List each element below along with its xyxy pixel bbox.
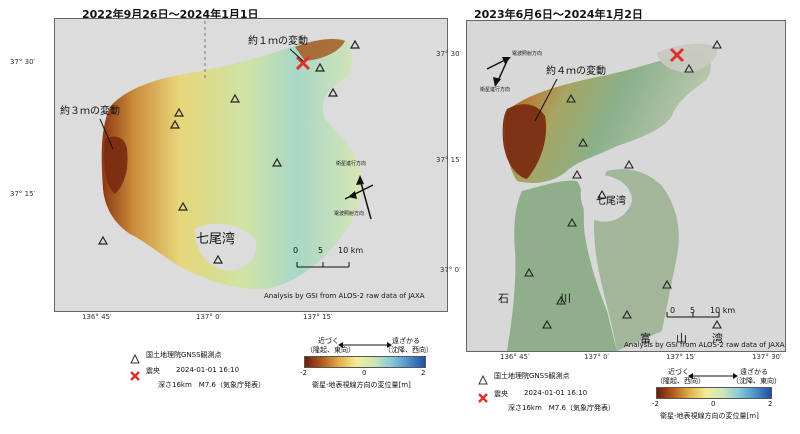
left-scale-0: 0	[293, 246, 299, 255]
right-place-label: 川	[560, 292, 571, 305]
left-colorbar	[304, 356, 426, 368]
right-legend-gnss-triangle-icon	[478, 370, 488, 389]
right-cbar-tick: -2	[652, 400, 659, 408]
left-uplift-patch	[104, 136, 128, 194]
left-lat-label: 37° 30′	[10, 58, 36, 66]
right-legend-info: 深さ16km M7.6（気象庁発表）	[508, 404, 615, 412]
right-scale-10: 10 km	[710, 306, 736, 315]
left-annot-3m: 約３ｍの変動	[60, 106, 120, 117]
right-uplift-patch	[502, 104, 547, 179]
right-colorbar	[656, 387, 772, 399]
right-gnss-markers	[524, 39, 722, 329]
right-legend-near-sub: （隆起、西向）	[656, 377, 705, 385]
left-gnss-markers	[97, 39, 361, 264]
right-lat-label: 37° 15′	[436, 156, 462, 164]
right-legend-time: 2024-01-01 16:10	[524, 389, 588, 397]
right-look-label: 電波照射方向	[512, 51, 543, 57]
right-bay-label: 七尾湾	[596, 196, 626, 207]
right-map-svg	[467, 21, 785, 351]
right-place-label: 富	[640, 332, 651, 345]
right-lon-label: 137° 0′	[584, 353, 610, 361]
right-track-label: 衛星進行方向	[480, 87, 511, 93]
right-place-label: 山	[676, 332, 687, 345]
left-legend-gnss-triangle-icon	[130, 349, 140, 368]
left-epicenter-x-icon	[295, 55, 311, 71]
right-legend-far: 遠ざかる	[740, 368, 768, 376]
right-legend-epicenter: 震央	[494, 390, 508, 398]
left-track-arrow	[359, 178, 372, 220]
left-legend-arrow	[338, 335, 392, 354]
right-lon-label: 136° 45′	[500, 353, 530, 361]
right-place-label: 石	[498, 292, 509, 305]
right-legend-far-sub: （沈降、東向）	[732, 377, 781, 385]
left-legend-far-sub: （沈降、西向）	[384, 346, 433, 354]
left-legend-time: 2024-01-01 16:10	[176, 366, 240, 374]
right-scale-5: 5	[690, 306, 696, 315]
left-track-label: 衛星進行方向	[336, 161, 367, 167]
nanao-bay	[195, 223, 257, 271]
left-legend-far: 遠ざかる	[392, 337, 420, 345]
left-credit: Analysis by GSI from ALOS-2 raw data of …	[264, 292, 425, 300]
left-lon-label: 137° 0′	[196, 313, 222, 321]
left-scale-bar	[296, 262, 350, 268]
right-scale-bar	[666, 312, 720, 318]
right-lat-label: 37° 30′	[436, 50, 462, 58]
left-map-svg	[55, 19, 447, 311]
right-lon-label: 137° 15′	[666, 353, 696, 361]
right-legend-gnss: 国土地理院GNSS観測点	[494, 372, 570, 380]
right-legend-arrow	[688, 366, 738, 385]
left-legend-info: 深さ16km M7.6（気象庁発表）	[158, 381, 265, 389]
right-cbar-tick: 2	[768, 400, 773, 408]
left-title: 2022年9月26日～2024年1月1日	[82, 8, 259, 21]
left-annot-1m: 約１ｍの変動	[248, 36, 308, 47]
right-peninsula	[505, 50, 712, 183]
left-cbar-tick: -2	[300, 369, 307, 377]
right-epicenter-x-icon	[669, 47, 685, 63]
left-interferogram	[101, 38, 363, 290]
left-map	[54, 18, 448, 312]
left-scale-5: 5	[318, 246, 324, 255]
left-cbar-axis: 衛星-地表視線方向の変位量[m]	[312, 381, 411, 389]
right-cbar-axis: 衛星-地表視線方向の変位量[m]	[660, 412, 759, 420]
left-lat-label: 37° 15′	[10, 190, 36, 198]
left-look-label: 電波照射方向	[334, 211, 365, 217]
left-cbar-tick: 0	[362, 369, 367, 377]
left-legend-near-sub: （隆起、東向）	[306, 346, 355, 354]
right-cbar-tick: 0	[711, 400, 716, 408]
left-bay-label: 七尾湾	[196, 232, 236, 247]
right-place-label: 湾	[712, 332, 723, 345]
left-lon-label: 137° 15′	[303, 313, 333, 321]
right-credit: Analysis by GSI from ALOS-2 raw data of …	[624, 341, 785, 349]
right-scale-0: 0	[670, 306, 676, 315]
left-legend-near: 近づく	[318, 337, 339, 345]
left-lon-label: 136° 45′	[82, 313, 112, 321]
right-title: 2023年6月6日～2024年1月2日	[474, 8, 643, 21]
right-annot-4m: 約４ｍの変動	[546, 66, 606, 77]
left-legend-epicenter-x-icon	[130, 366, 140, 385]
right-legend-epicenter-x-icon	[478, 388, 488, 407]
right-legend-near: 近づく	[668, 368, 689, 376]
left-cbar-tick: 2	[421, 369, 426, 377]
right-map	[466, 20, 786, 352]
right-lat-label: 37° 0′	[440, 266, 461, 274]
left-legend-epicenter: 震央	[146, 367, 160, 375]
right-lon-label: 137° 30′	[752, 353, 782, 361]
left-legend-gnss: 国土地理院GNSS観測点	[146, 351, 222, 359]
left-scale-10: 10 km	[338, 246, 364, 255]
